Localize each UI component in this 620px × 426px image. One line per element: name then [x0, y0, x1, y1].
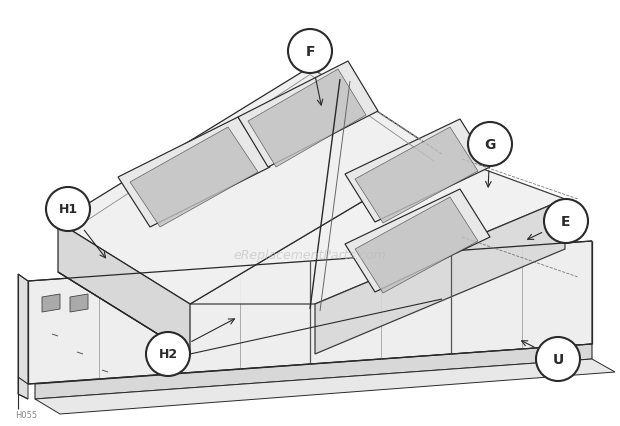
Polygon shape: [345, 190, 490, 292]
Polygon shape: [35, 344, 592, 399]
Polygon shape: [42, 294, 60, 312]
Text: H2: H2: [159, 348, 177, 361]
Polygon shape: [118, 118, 270, 227]
Polygon shape: [70, 294, 88, 312]
Circle shape: [536, 337, 580, 381]
Polygon shape: [130, 128, 258, 227]
Text: E: E: [561, 215, 571, 228]
Text: U: U: [552, 352, 564, 366]
Polygon shape: [238, 62, 378, 167]
Polygon shape: [18, 274, 28, 399]
Polygon shape: [345, 120, 490, 222]
Text: H055: H055: [15, 410, 37, 419]
Polygon shape: [190, 155, 565, 304]
Polygon shape: [28, 242, 592, 384]
Text: G: G: [484, 138, 495, 152]
Polygon shape: [35, 359, 615, 414]
Text: eReplacementParts.com: eReplacementParts.com: [234, 248, 386, 261]
Polygon shape: [315, 199, 565, 354]
Polygon shape: [248, 70, 366, 167]
Polygon shape: [58, 222, 190, 354]
Circle shape: [46, 187, 90, 231]
Circle shape: [544, 199, 588, 243]
Polygon shape: [355, 198, 478, 294]
Text: F: F: [305, 45, 315, 59]
Text: H1: H1: [58, 203, 78, 216]
Polygon shape: [355, 128, 478, 224]
Circle shape: [468, 123, 512, 167]
Polygon shape: [58, 68, 442, 304]
Circle shape: [146, 332, 190, 376]
Circle shape: [288, 30, 332, 74]
